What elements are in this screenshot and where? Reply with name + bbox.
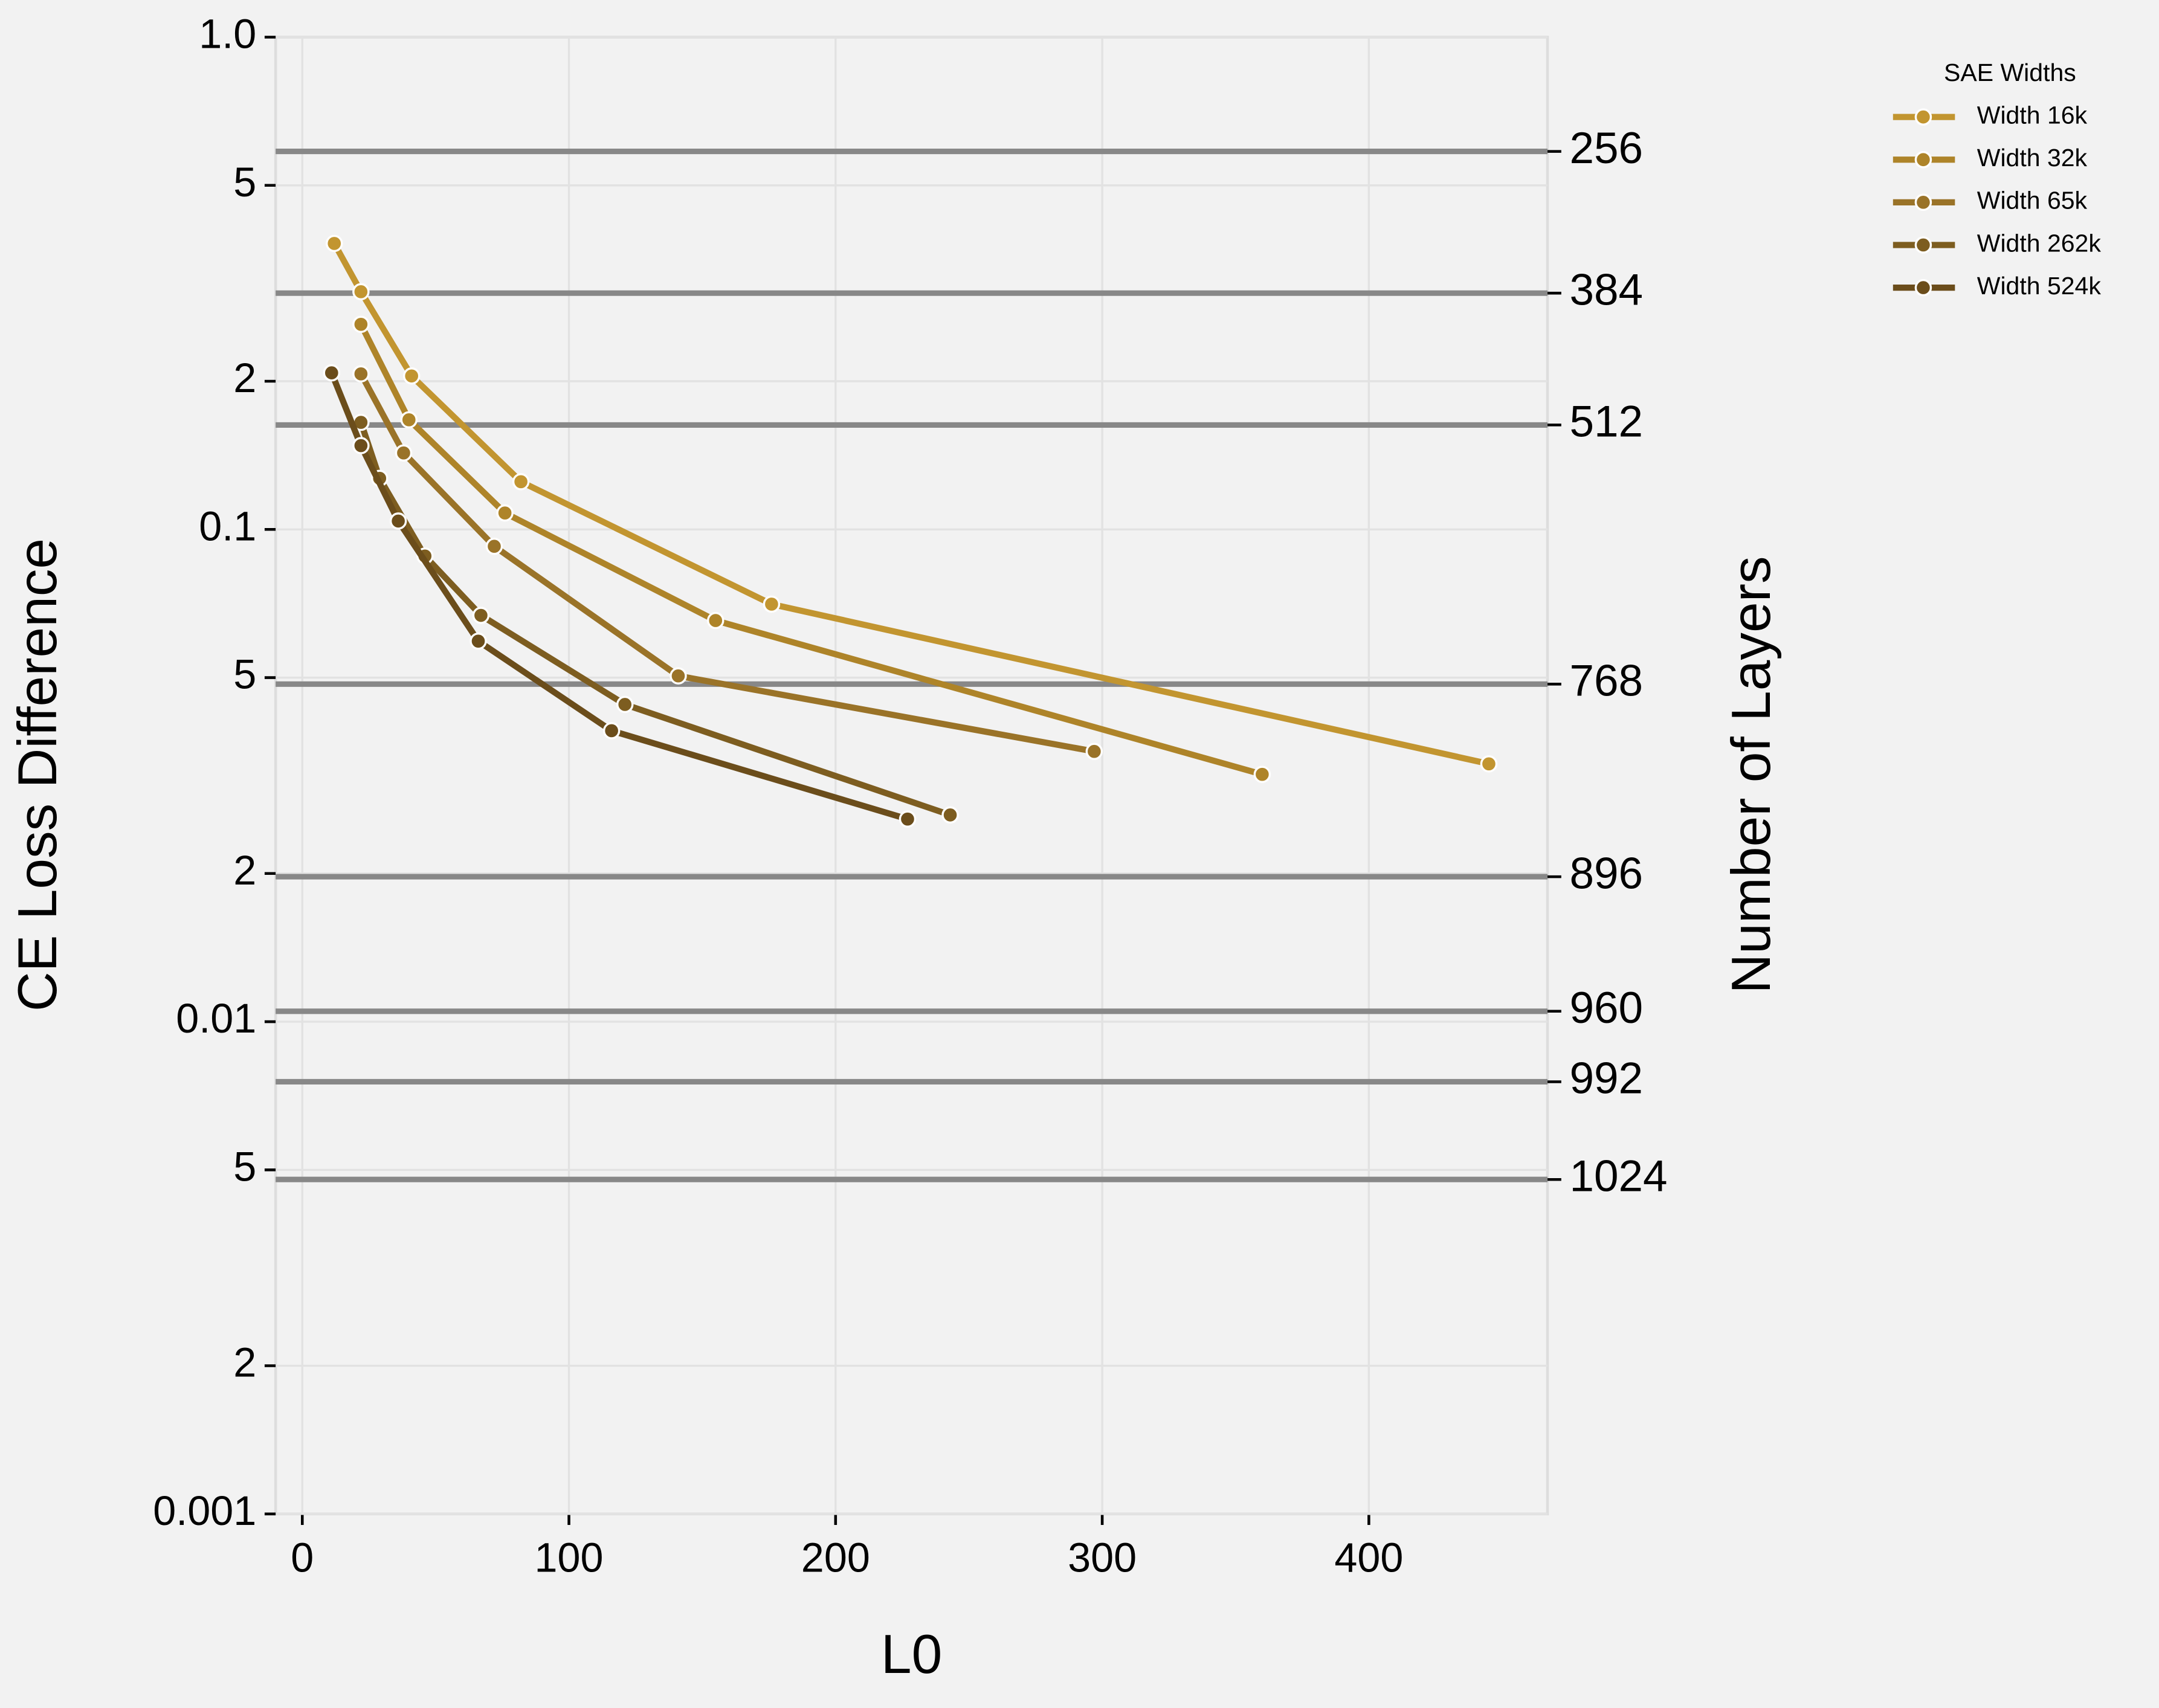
plot-area (274, 36, 1549, 1516)
series-line (331, 242, 1490, 767)
y2-tick-label: 256 (1569, 124, 1643, 173)
y2-tick-label: 768 (1569, 657, 1643, 706)
data-point (352, 315, 370, 334)
legend-swatch-marker (1914, 108, 1932, 126)
x-tick-label: 400 (1334, 1535, 1403, 1581)
series-line (329, 372, 909, 822)
legend-swatch-marker (1914, 279, 1932, 297)
y-tick-label: 5 (233, 1144, 256, 1190)
data-point (485, 538, 503, 555)
data-point (325, 234, 343, 253)
y-tick-label: 2 (233, 848, 256, 894)
data-point (352, 365, 370, 383)
y2-tick-label: 896 (1569, 849, 1643, 898)
data-point (472, 607, 490, 624)
legend-swatch-marker (1914, 193, 1932, 211)
data-point (707, 611, 725, 630)
y-tick-label: 0.001 (153, 1488, 256, 1534)
x-axis-label: L0 (881, 1624, 942, 1685)
y2-tick-label: 384 (1569, 265, 1643, 314)
y-tick-label: 0.01 (176, 996, 256, 1042)
data-point (1085, 743, 1103, 760)
legend-label: Width 65k (1977, 187, 2088, 214)
y-tick-label: 2 (233, 1340, 256, 1386)
data-point (1253, 765, 1271, 783)
data-point (602, 722, 621, 740)
data-point (470, 632, 487, 650)
data-point (616, 695, 634, 714)
legend-title: SAE Widths (1944, 59, 2076, 86)
y-tick-label: 1.0 (199, 11, 256, 57)
data-point (352, 437, 370, 454)
data-point (670, 667, 687, 685)
data-point (496, 504, 514, 522)
data-point (323, 364, 341, 382)
data-point (400, 411, 418, 429)
x-tick-label: 100 (535, 1535, 604, 1581)
y2-tick-label: 992 (1569, 1054, 1643, 1103)
data-point (941, 806, 959, 824)
data-point (389, 512, 407, 530)
x-tick-label: 300 (1068, 1535, 1137, 1581)
data-point (402, 367, 421, 385)
y-tick-label: 5 (233, 160, 256, 205)
x-tick-label: 0 (291, 1535, 314, 1581)
y-tick-label: 0.1 (199, 503, 256, 549)
legend-label: Width 32k (1977, 144, 2088, 172)
y-axis-label: CE Loss Difference (7, 538, 68, 1011)
data-point (352, 283, 370, 301)
y-tick-label: 5 (233, 652, 256, 698)
y-tick-label: 2 (233, 355, 256, 401)
y2-tick-label: 512 (1569, 398, 1643, 446)
legend-label: Width 262k (1977, 229, 2102, 257)
legend-label: Width 16k (1977, 101, 2088, 129)
y2-axis-label: Number of Layers (1721, 556, 1782, 993)
data-point (512, 473, 530, 491)
data-point (1480, 755, 1498, 773)
x-tick-label: 200 (801, 1535, 870, 1581)
legend-swatch-marker (1914, 236, 1932, 254)
legend-swatch-marker (1914, 151, 1932, 169)
data-point (763, 595, 781, 613)
data-point (899, 810, 917, 828)
series-line (358, 421, 952, 818)
data-point (395, 444, 413, 462)
y2-tick-label: 1024 (1569, 1152, 1667, 1200)
y2-tick-label: 960 (1569, 984, 1643, 1033)
legend-label: Width 524k (1977, 272, 2102, 300)
